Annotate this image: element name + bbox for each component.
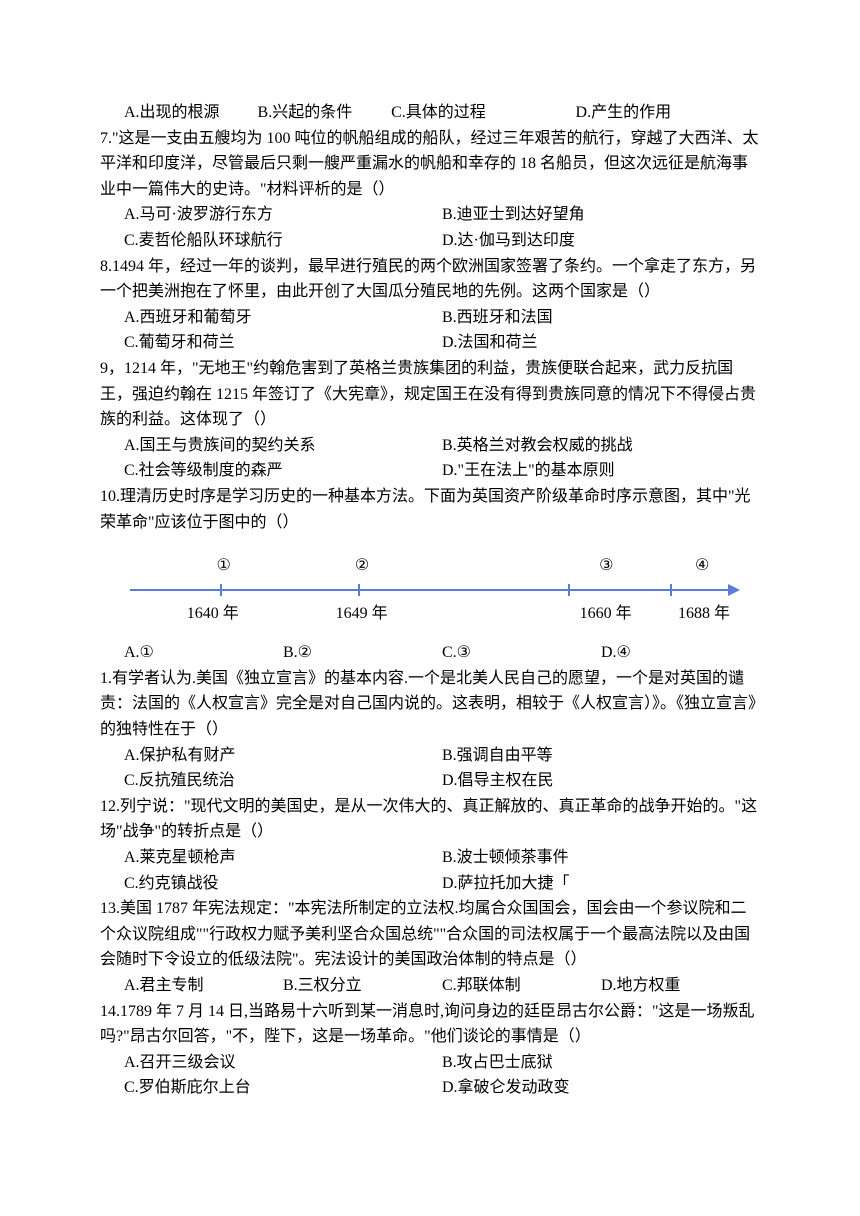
q9-options-row2: C.社会等级制度的森严 D."王在法上"的基本原则	[124, 458, 760, 484]
q14-text: 14.1789 年 7 月 14 日,当路易十六听到某一消息时,询问身边的廷臣昂…	[100, 999, 760, 1050]
q6-opt-c: C.具体的过程	[391, 100, 575, 126]
q10-text: 10.理清历史时序是学习历史的一种基本方法。下面为英国资产阶级革命时序示意图，其…	[100, 484, 760, 535]
q10-options: A.① B.② C.③ D.④	[124, 640, 760, 666]
q6-opt-d: D.产生的作用	[576, 100, 760, 126]
q6-opt-a: A.出现的根源	[124, 100, 258, 126]
q12-text: 12.列宁说："现代文明的美国史，是从一次伟大的、真正解放的、真正革命的战争开始…	[100, 794, 760, 845]
q14-opt-a: A.召开三级会议	[124, 1050, 442, 1076]
timeline-year-2: 1649 年	[336, 601, 388, 627]
timeline-year-1: 1640 年	[187, 601, 239, 627]
q13-opt-b: B.三权分立	[283, 973, 442, 999]
q7-options-row2: C.麦哲伦船队环球航行 D.达·伽马到达印度	[124, 228, 760, 254]
q12-opt-c: C.约克镇战役	[124, 871, 442, 897]
q8-opt-a: A.西班牙和葡萄牙	[124, 305, 442, 331]
q14-options-row1: A.召开三级会议 B.攻占巴士底狱	[124, 1050, 760, 1076]
timeline-year-3: 1660 年	[580, 601, 632, 627]
q10-opt-c: C.③	[442, 640, 601, 666]
q13-options: A.君主专制 B.三权分立 C.邦联体制 D.地方权重	[124, 973, 760, 999]
q6-opt-b: B.兴起的条件	[258, 100, 392, 126]
q11-options-row2: C.反抗殖民统治 D.倡导主权在民	[124, 768, 760, 794]
q14-opt-c: C.罗伯斯庇尔上台	[124, 1075, 442, 1101]
q12-options-row2: C.约克镇战役 D.萨拉托加大捷「	[124, 871, 760, 897]
timeline-tick-3	[568, 584, 570, 596]
q9-opt-d: D."王在法上"的基本原则	[442, 458, 760, 484]
q12-opt-b: B.波士顿倾茶事件	[442, 845, 760, 871]
q9-options-row1: A.国王与贵族间的契约关系 B.英格兰对教会权威的挑战	[124, 433, 760, 459]
q14-opt-b: B.攻占巴士底狱	[442, 1050, 760, 1076]
q13-opt-c: C.邦联体制	[442, 973, 601, 999]
q13-opt-a: A.君主专制	[124, 973, 283, 999]
timeline-tick-4	[670, 584, 672, 596]
q10-opt-b: B.②	[283, 640, 442, 666]
q13-text: 13.美国 1787 年宪法规定："本宪法所制定的立法权.均属合众国国会，国会由…	[100, 896, 760, 973]
q7-text: 7."这是一支由五艘均为 100 吨位的帆船组成的船队，经过三年艰苦的航行，穿越…	[100, 126, 760, 203]
q8-opt-b: B.西班牙和法国	[442, 305, 760, 331]
q13-opt-d: D.地方权重	[601, 973, 760, 999]
q10-opt-a: A.①	[124, 640, 283, 666]
q14-options-row2: C.罗伯斯庇尔上台 D.拿破仑发动政变	[124, 1075, 760, 1101]
timeline: ① ② ③ ④ 1640 年 1649 年 1660 年 1688 年	[130, 553, 730, 626]
timeline-marker-4: ④	[695, 553, 709, 579]
q8-opt-d: D.法国和荷兰	[442, 330, 760, 356]
timeline-tick-1	[220, 584, 222, 596]
timeline-marker-2: ②	[355, 553, 369, 579]
timeline-markers: ① ② ③ ④	[130, 553, 730, 579]
q9-opt-b: B.英格兰对教会权威的挑战	[442, 433, 760, 459]
q11-opt-d: D.倡导主权在民	[442, 768, 760, 794]
q7-opt-c: C.麦哲伦船队环球航行	[124, 228, 442, 254]
timeline-years: 1640 年 1649 年 1660 年 1688 年	[130, 601, 730, 627]
timeline-marker-3: ③	[599, 553, 613, 579]
q7-opt-b: B.迪亚士到达好望角	[442, 202, 760, 228]
q11-text: 1.有学者认为.美国《独立宣言》的基本内容.一个是北美人民自己的愿望，一个是对英…	[100, 666, 760, 743]
q11-opt-a: A.保护私有财产	[124, 743, 442, 769]
q14-opt-d: D.拿破仑发动政变	[442, 1075, 760, 1101]
q11-opt-c: C.反抗殖民统治	[124, 768, 442, 794]
q8-opt-c: C.葡萄牙和荷兰	[124, 330, 442, 356]
q7-opt-d: D.达·伽马到达印度	[442, 228, 760, 254]
q8-text: 8.1494 年，经过一年的谈判，最早进行殖民的两个欧洲国家签署了条约。一个拿走…	[100, 254, 760, 305]
q12-options-row1: A.莱克星顿枪声 B.波士顿倾茶事件	[124, 845, 760, 871]
q11-options-row1: A.保护私有财产 B.强调自由平等	[124, 743, 760, 769]
q7-options-row1: A.马可·波罗游行东方 B.迪亚士到达好望角	[124, 202, 760, 228]
q8-options-row2: C.葡萄牙和荷兰 D.法国和荷兰	[124, 330, 760, 356]
q9-opt-a: A.国王与贵族间的契约关系	[124, 433, 442, 459]
q9-text: 9，1214 年，"无地王"约翰危害到了英格兰贵族集团的利益，贵族便联合起来，武…	[100, 356, 760, 433]
q9-opt-c: C.社会等级制度的森严	[124, 458, 442, 484]
q12-opt-a: A.莱克星顿枪声	[124, 845, 442, 871]
timeline-marker-1: ①	[217, 553, 231, 579]
q7-opt-a: A.马可·波罗游行东方	[124, 202, 442, 228]
timeline-line	[130, 589, 730, 591]
q6-options: A.出现的根源 B.兴起的条件 C.具体的过程 D.产生的作用	[124, 100, 760, 126]
q11-opt-b: B.强调自由平等	[442, 743, 760, 769]
q10-opt-d: D.④	[601, 640, 760, 666]
timeline-tick-2	[358, 584, 360, 596]
timeline-year-4: 1688 年	[678, 601, 730, 627]
q8-options-row1: A.西班牙和葡萄牙 B.西班牙和法国	[124, 305, 760, 331]
q12-opt-d: D.萨拉托加大捷「	[442, 871, 760, 897]
